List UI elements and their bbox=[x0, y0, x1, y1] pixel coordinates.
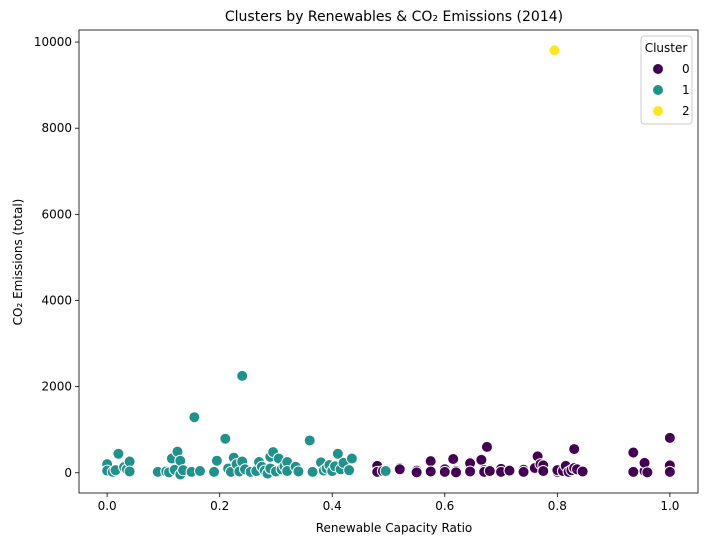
data-point bbox=[343, 464, 356, 477]
y-tick-label: 2000 bbox=[41, 380, 72, 394]
data-point bbox=[112, 447, 125, 460]
data-point bbox=[576, 465, 589, 478]
data-point bbox=[123, 455, 136, 468]
data-point bbox=[306, 465, 319, 478]
x-axis: 0.0 0.2 0.4 0.6 0.8 1.0 bbox=[98, 493, 679, 513]
legend-label-1: 1 bbox=[682, 83, 690, 97]
x-tick-label: 0.2 bbox=[210, 499, 229, 513]
x-tick-label: 0.6 bbox=[435, 499, 454, 513]
data-point bbox=[193, 465, 206, 478]
data-point bbox=[345, 452, 358, 465]
legend-label-0: 0 bbox=[682, 62, 690, 76]
x-tick-label: 0.0 bbox=[98, 499, 117, 513]
chart-title: Clusters by Renewables & CO₂ Emissions (… bbox=[225, 9, 563, 25]
y-tick-label: 8000 bbox=[41, 121, 72, 135]
y-tick-label: 10000 bbox=[34, 35, 72, 49]
y-tick-label: 0 bbox=[64, 466, 72, 480]
data-point bbox=[480, 440, 493, 453]
x-tick-label: 0.4 bbox=[323, 499, 342, 513]
data-point bbox=[424, 465, 437, 478]
data-point bbox=[379, 465, 392, 478]
x-axis-label: Renewable Capacity Ratio bbox=[316, 521, 473, 535]
data-point bbox=[208, 465, 221, 478]
data-point bbox=[663, 465, 676, 478]
data-point bbox=[464, 465, 477, 478]
data-point bbox=[548, 44, 561, 57]
data-point bbox=[537, 465, 550, 478]
legend-marker-0 bbox=[652, 63, 664, 75]
legend-marker-2 bbox=[652, 105, 664, 117]
data-point bbox=[663, 431, 676, 444]
data-point bbox=[210, 454, 223, 467]
data-point bbox=[438, 465, 451, 478]
series-cluster-1 bbox=[101, 369, 392, 481]
data-point bbox=[219, 432, 232, 445]
data-point bbox=[410, 466, 423, 479]
plot-frame bbox=[78, 29, 699, 494]
y-axis-label: CO₂ Emissions (total) bbox=[11, 199, 25, 326]
data-point bbox=[627, 465, 640, 478]
data-point bbox=[475, 453, 488, 466]
legend-title: Cluster bbox=[645, 41, 688, 55]
data-point bbox=[292, 465, 305, 478]
data-point bbox=[503, 464, 516, 477]
y-axis: 0 2000 4000 6000 8000 10000 bbox=[34, 35, 79, 480]
legend-marker-1 bbox=[652, 84, 664, 96]
data-point bbox=[236, 369, 249, 382]
data-point bbox=[568, 443, 581, 456]
x-tick-label: 1.0 bbox=[660, 499, 679, 513]
data-point bbox=[483, 465, 496, 478]
plot-area bbox=[101, 44, 676, 481]
data-point bbox=[517, 465, 530, 478]
data-point bbox=[627, 446, 640, 459]
data-point bbox=[331, 447, 344, 460]
data-point bbox=[450, 466, 463, 479]
data-point bbox=[393, 463, 406, 476]
series-cluster-0 bbox=[371, 431, 676, 479]
data-point bbox=[447, 452, 460, 465]
data-point bbox=[641, 466, 654, 479]
y-tick-label: 6000 bbox=[41, 207, 72, 221]
legend: Cluster 0 1 2 bbox=[640, 35, 693, 125]
x-tick-label: 0.8 bbox=[548, 499, 567, 513]
data-point bbox=[188, 411, 201, 424]
data-point bbox=[123, 465, 136, 478]
legend-label-2: 2 bbox=[682, 104, 690, 118]
series-cluster-2 bbox=[548, 44, 561, 57]
data-point bbox=[303, 434, 316, 447]
legend-box bbox=[640, 35, 693, 125]
y-tick-label: 4000 bbox=[41, 293, 72, 307]
data-point bbox=[424, 455, 437, 468]
